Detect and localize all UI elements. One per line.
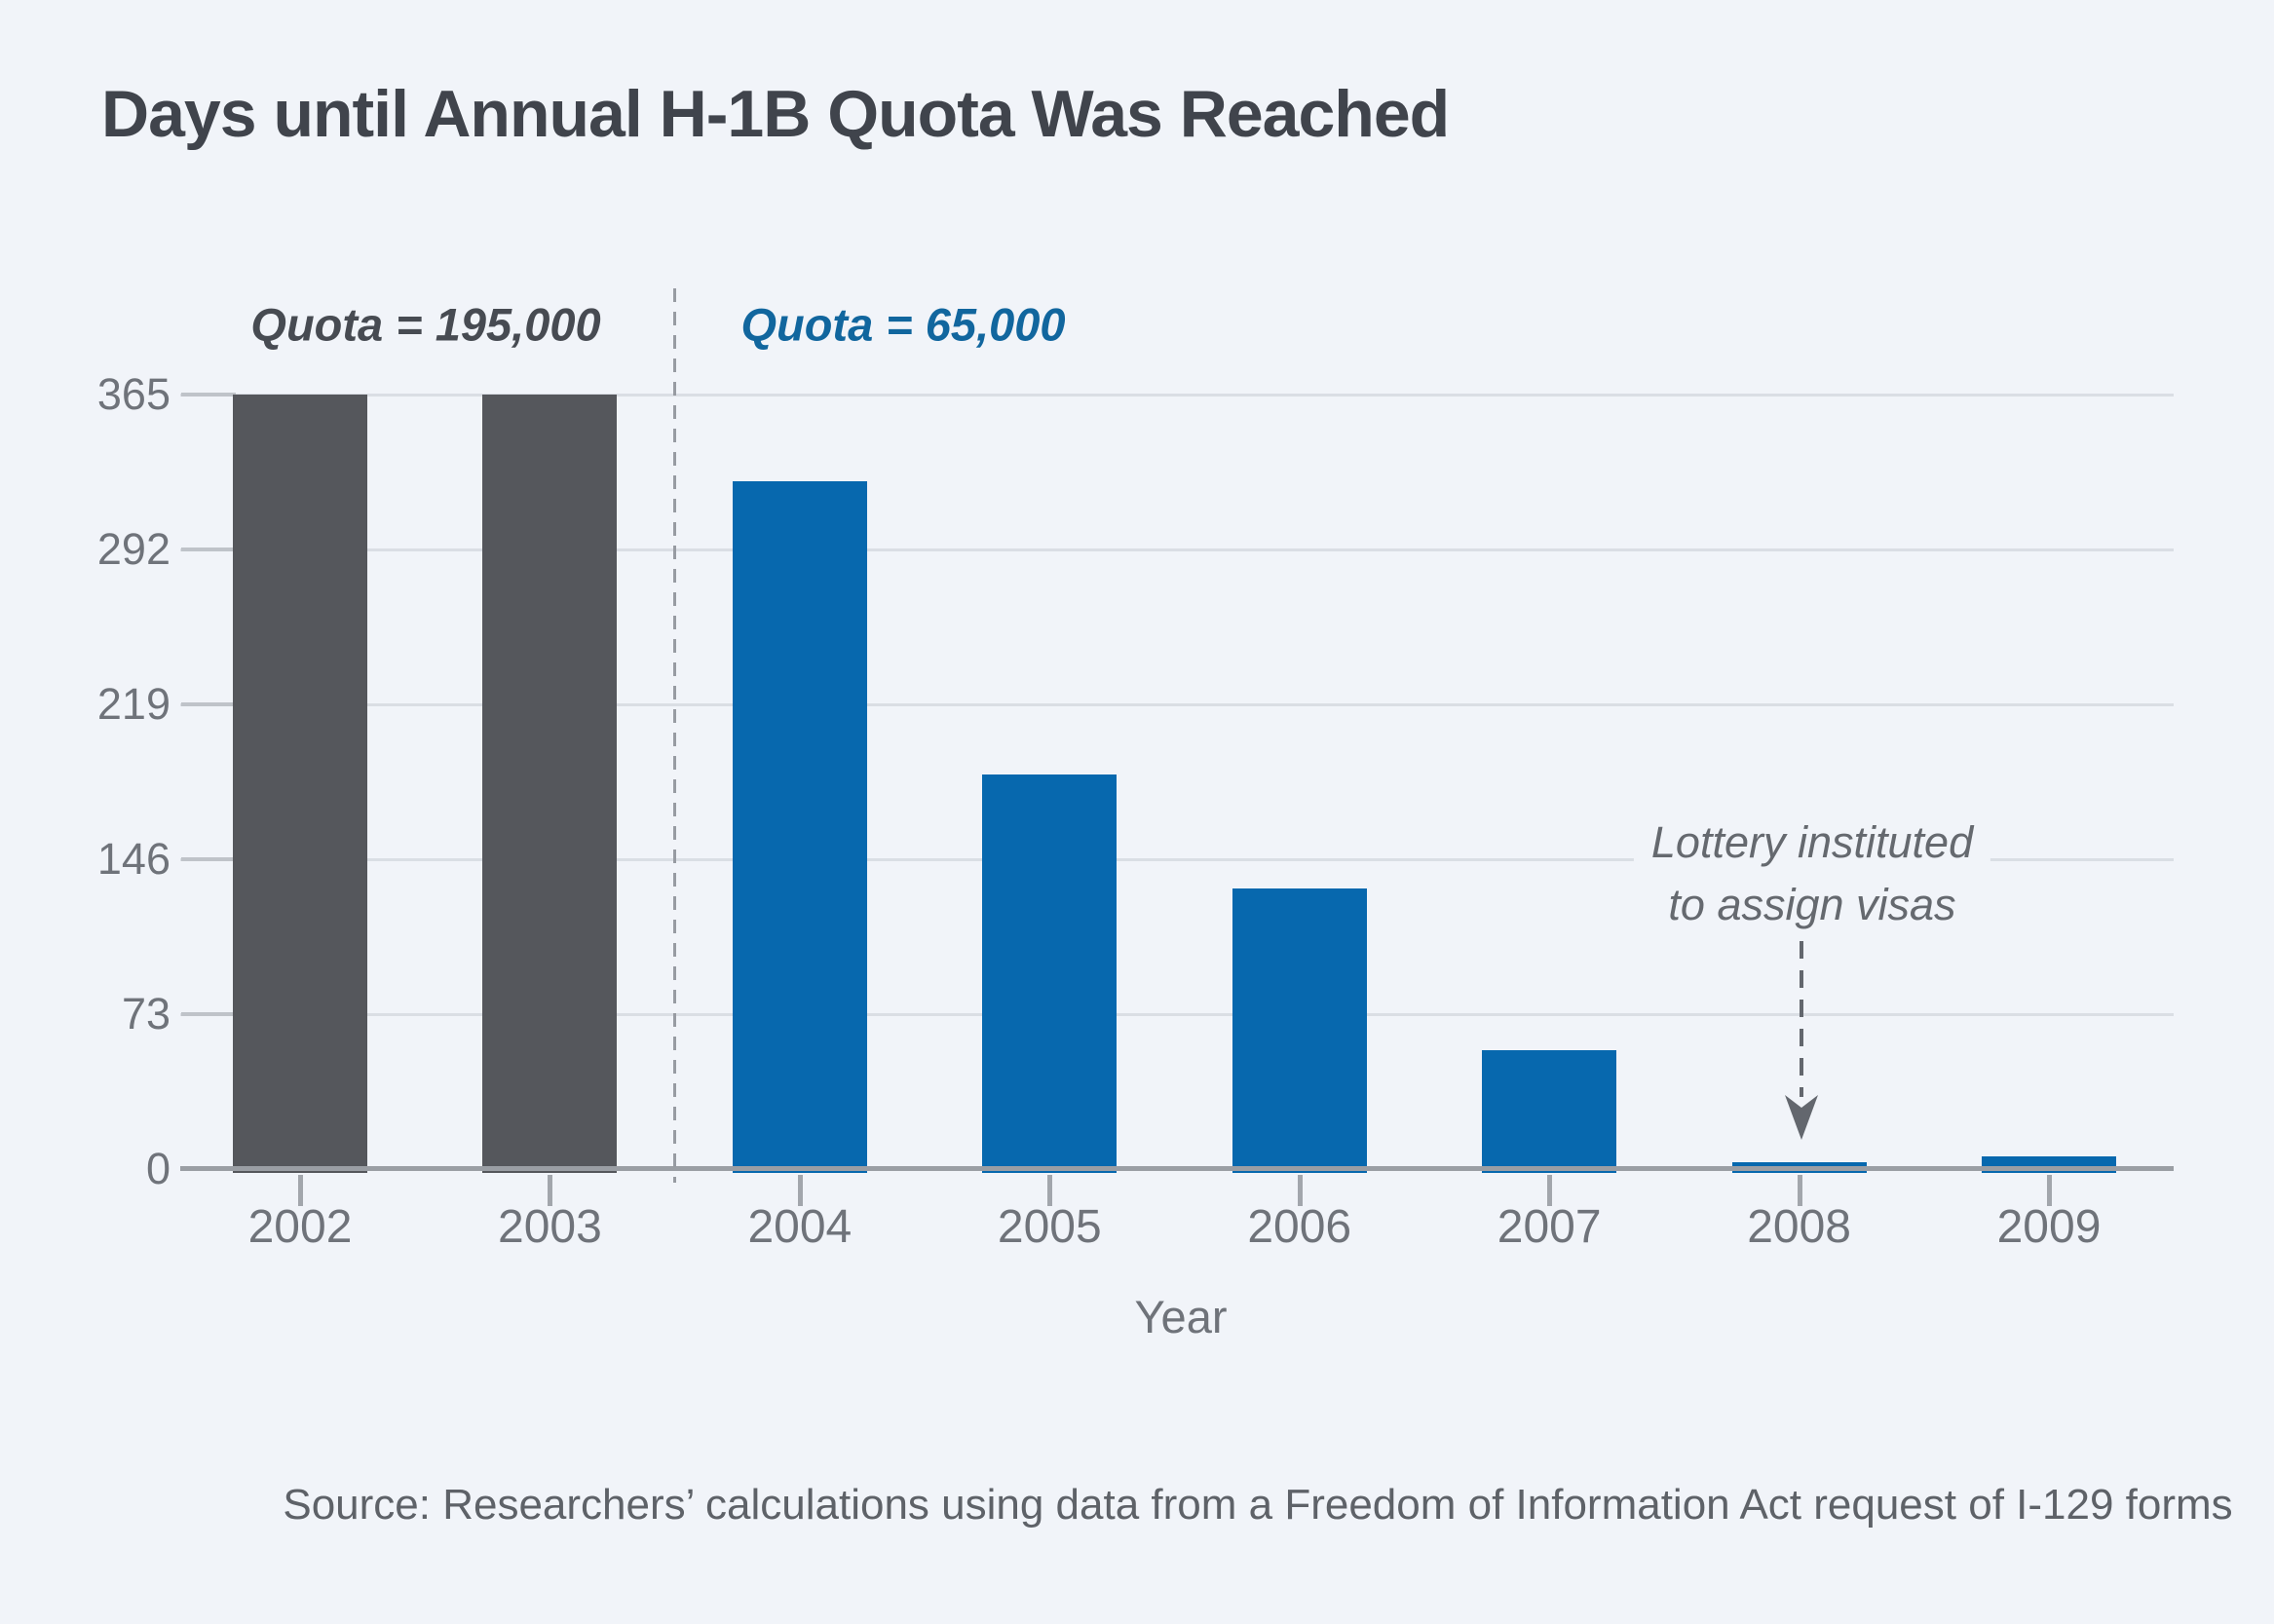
- gridline-146: [180, 858, 2174, 861]
- x-tick-label-2002: 2002: [247, 1201, 353, 1253]
- y-tick-219: [181, 702, 236, 706]
- x-tick-label-2009: 2009: [1996, 1201, 2102, 1253]
- chart-title: Days until Annual H-1B Quota Was Reached: [101, 77, 1450, 151]
- quota-regime-divider-dashed-line: [673, 288, 676, 1183]
- x-tick-label-2004: 2004: [747, 1201, 853, 1253]
- y-tick-label-219: 219: [96, 679, 171, 729]
- bar-2007: [1482, 1050, 1617, 1173]
- x-tick-label-2008: 2008: [1747, 1201, 1851, 1253]
- lottery-annotation-line1: Lottery instituted: [1650, 817, 1974, 867]
- x-tick-2007: [1547, 1175, 1553, 1206]
- x-tick-2004: [797, 1175, 803, 1206]
- y-tick-label-292: 292: [96, 524, 171, 574]
- y-tick-label-146: 146: [96, 834, 171, 884]
- x-tick-label-2007: 2007: [1497, 1201, 1602, 1253]
- y-tick-label-365: 365: [96, 369, 171, 419]
- quota-65000-label: Quota = 65,000: [740, 298, 1066, 351]
- bar-2003: [482, 395, 618, 1173]
- lottery-annotation-line2: to assign visas: [1668, 880, 1956, 929]
- y-tick-label-0: 0: [145, 1144, 171, 1193]
- source-caption: Source: Researchers’ calculations using …: [283, 1481, 2233, 1529]
- gridline-365: [180, 394, 2174, 397]
- x-tick-label-2003: 2003: [498, 1201, 602, 1253]
- y-tick-73: [181, 1012, 236, 1016]
- bar-2005: [982, 774, 1118, 1173]
- x-tick-2009: [2047, 1175, 2052, 1206]
- gridline-219: [180, 703, 2174, 706]
- x-tick-2006: [1297, 1175, 1303, 1206]
- lottery-annotation: Lottery instituted to assign visas: [1633, 808, 1991, 940]
- y-tick-146: [181, 857, 236, 861]
- y-tick-365: [181, 393, 236, 397]
- quota-195000-label: Quota = 195,000: [250, 298, 601, 351]
- annotation-arrowhead-icon: [1785, 1095, 1818, 1140]
- bar-2002: [233, 395, 367, 1173]
- x-tick-label-2005: 2005: [997, 1201, 1102, 1253]
- annotation-arrow-shaft: [1800, 941, 1803, 1097]
- x-tick-label-2006: 2006: [1247, 1201, 1352, 1253]
- x-tick-2003: [548, 1175, 553, 1206]
- x-tick-2002: [298, 1175, 303, 1206]
- bar-2006: [1232, 888, 1367, 1173]
- x-axis-line: [180, 1166, 2174, 1171]
- bar-2004: [732, 481, 867, 1173]
- gridline-73: [180, 1013, 2174, 1016]
- y-tick-292: [181, 548, 236, 551]
- gridline-292: [180, 548, 2174, 551]
- y-tick-label-73: 73: [121, 989, 171, 1039]
- x-tick-2005: [1047, 1175, 1053, 1206]
- x-axis-title: Year: [1134, 1291, 1228, 1342]
- x-tick-2008: [1797, 1175, 1802, 1206]
